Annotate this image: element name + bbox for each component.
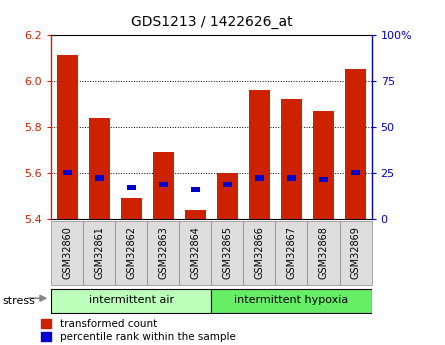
- Text: intermittent hypoxia: intermittent hypoxia: [235, 296, 348, 305]
- Text: stress: stress: [2, 296, 35, 306]
- Text: GSM32867: GSM32867: [287, 226, 296, 279]
- Text: intermittent air: intermittent air: [89, 296, 174, 305]
- Bar: [153, 152, 174, 219]
- Text: GSM32865: GSM32865: [222, 226, 232, 279]
- Bar: [281, 99, 302, 219]
- Bar: [121, 198, 142, 219]
- Text: GSM32863: GSM32863: [158, 226, 168, 279]
- Bar: [159, 182, 168, 187]
- Bar: [340, 221, 372, 285]
- Bar: [351, 170, 360, 176]
- Bar: [127, 185, 136, 190]
- Bar: [287, 176, 296, 180]
- Bar: [275, 221, 307, 285]
- Bar: [345, 69, 366, 219]
- Bar: [313, 111, 334, 219]
- Legend: transformed count, percentile rank within the sample: transformed count, percentile rank withi…: [41, 318, 235, 342]
- Bar: [217, 173, 238, 219]
- Bar: [95, 176, 104, 180]
- Bar: [243, 221, 275, 285]
- Text: GSM32864: GSM32864: [190, 226, 200, 279]
- Bar: [89, 118, 109, 219]
- Text: GSM32861: GSM32861: [94, 226, 104, 279]
- Bar: [179, 221, 211, 285]
- Bar: [211, 289, 372, 313]
- Bar: [211, 221, 243, 285]
- Text: GSM32869: GSM32869: [351, 226, 360, 279]
- Bar: [83, 221, 115, 285]
- Bar: [51, 221, 83, 285]
- Text: GSM32860: GSM32860: [62, 226, 72, 279]
- Bar: [115, 221, 147, 285]
- Bar: [223, 182, 232, 187]
- Bar: [249, 90, 270, 219]
- Text: GSM32862: GSM32862: [126, 226, 136, 279]
- Title: GDS1213 / 1422626_at: GDS1213 / 1422626_at: [130, 15, 292, 29]
- Bar: [57, 55, 77, 219]
- Bar: [255, 176, 264, 180]
- Bar: [147, 221, 179, 285]
- Bar: [63, 170, 72, 176]
- Bar: [185, 210, 206, 219]
- Bar: [307, 221, 340, 285]
- Text: GSM32866: GSM32866: [255, 226, 264, 279]
- Text: GSM32868: GSM32868: [319, 226, 328, 279]
- Bar: [319, 177, 328, 182]
- Bar: [51, 289, 211, 313]
- Bar: [191, 187, 200, 191]
